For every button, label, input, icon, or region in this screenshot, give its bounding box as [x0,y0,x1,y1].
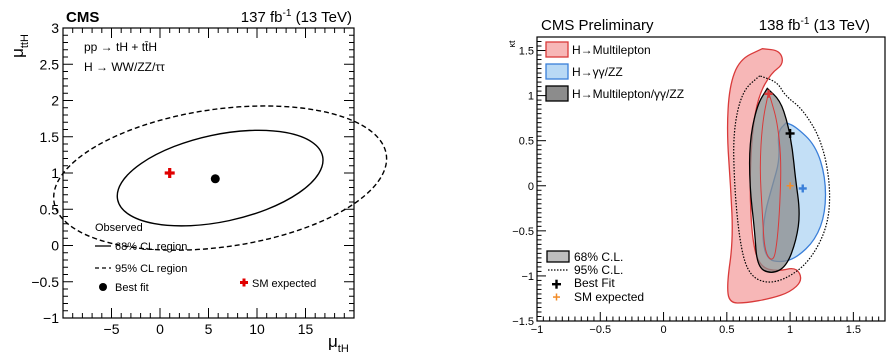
x-tick-label: −5 [104,321,120,337]
right-legend-sm-marker [553,293,560,301]
y-tick-label: −1 [521,271,534,283]
x-tick-label: 15 [298,321,314,337]
right-plot-frame [536,36,886,322]
y-tick-label: 3 [51,20,59,36]
y-tick-label: −1.5 [512,316,534,328]
y-tick-label: 1.5 [519,46,534,58]
right-legend-multilepton-box [545,41,569,58]
x-tick-label: 5 [205,321,213,337]
multilepton-95-contour [726,48,802,304]
y-tick-label: −1 [43,310,59,326]
left-legend-bestfit-marker [99,283,107,291]
multilepton-68-contour [759,91,782,260]
left-experiment-label: CMS [66,9,99,26]
best-fit-multilepton-marker [764,89,773,98]
right-luminosity: 138 fb-1 (13 TeV) [759,16,870,34]
x-tick-label: 0 [156,321,164,337]
right-legend-68-label: 68% C.L. [574,250,623,264]
contour-95 [52,105,388,251]
right-panel: −1 −0.5 0 0.5 1 1.5−1.5−1−0.500.511.5 CMS Pre… [507,16,886,336]
right-legend-combined-label: H→Multilepton/γγ/ZZ [572,87,684,101]
left-process-line1: pp → tH + tt̄H [84,40,157,54]
right-experiment-label: CMS Preliminary [541,17,654,34]
right-legend-sm-label: SM expected [574,290,644,304]
right-points [764,89,807,193]
right-contours [726,48,831,304]
x-tick-label: 1 [787,324,793,336]
left-process-line2: H → WW/ZZ/ττ [84,60,165,74]
left-ticks: −5 0 5 10 15−1−0.500.511.522.53 [31,20,355,337]
x-tick-label: −0.5 [589,324,611,336]
left-legend-header: Observed [95,222,143,234]
right-legend-bestfit-label: Best Fit [574,276,615,290]
y-tick-label: 0 [528,181,534,193]
y-tick-label: 0 [51,238,59,254]
right-yaxis-label: κt [507,40,517,48]
right-legend-combined-box [545,85,569,102]
sm-marker [786,182,794,190]
left-legend-68-label: 68% CL region [115,241,187,253]
left-points [164,168,220,184]
left-xaxis-label: μtH [328,332,349,355]
right-ticks: −1 −0.5 0 0.5 1 1.5−1.5−1−0.500.511.5 [512,36,886,336]
y-tick-label: 2.5 [40,56,60,72]
best-fit-gammagamma-marker [798,184,807,193]
x-tick-label: 1.5 [846,324,861,336]
right-legend-gammagamma-label: H→γγ/ZZ [572,65,623,79]
x-tick-label: −1 [531,324,544,336]
y-tick-label: 1 [528,91,534,103]
right-legend-68-box [546,250,570,263]
best-fit-marker [210,174,220,184]
sm-marker [164,168,175,178]
best-fit-combined-marker [785,128,795,138]
right-legend-multilepton-label: H→Multilepton [572,43,651,57]
x-tick-label: 0 [660,324,666,336]
right-legend-gammagamma-box [545,63,569,80]
contour-68 [116,129,324,227]
x-tick-label: 10 [249,321,265,337]
left-panel: −5 0 5 10 15−1−0.500.511.522.53 CMS 137 fb-1… [8,8,388,355]
combined-68-contour [748,87,800,273]
y-tick-label: 1 [51,165,59,181]
y-tick-label: 2 [51,93,59,109]
y-tick-label: −0.5 [512,226,534,238]
left-sm-legend-marker [240,278,248,287]
combined-95-contour [733,75,831,283]
left-sm-legend-label: SM expected [252,278,316,290]
left-legend-bestfit-label: Best fit [115,282,149,294]
y-tick-label: 1.5 [40,129,60,145]
y-tick-label: −0.5 [31,274,59,290]
left-contours [52,105,388,251]
x-tick-label: 0.5 [719,324,734,336]
left-legend-95-label: 95% CL region [115,263,187,275]
left-luminosity: 137 fb-1 (13 TeV) [241,8,352,26]
right-legend-95-label: 95% C.L. [574,263,623,277]
right-legend-bestfit-marker [552,279,561,289]
y-tick-label: 0.5 [519,136,534,148]
left-yaxis-label: μttH [8,34,31,58]
